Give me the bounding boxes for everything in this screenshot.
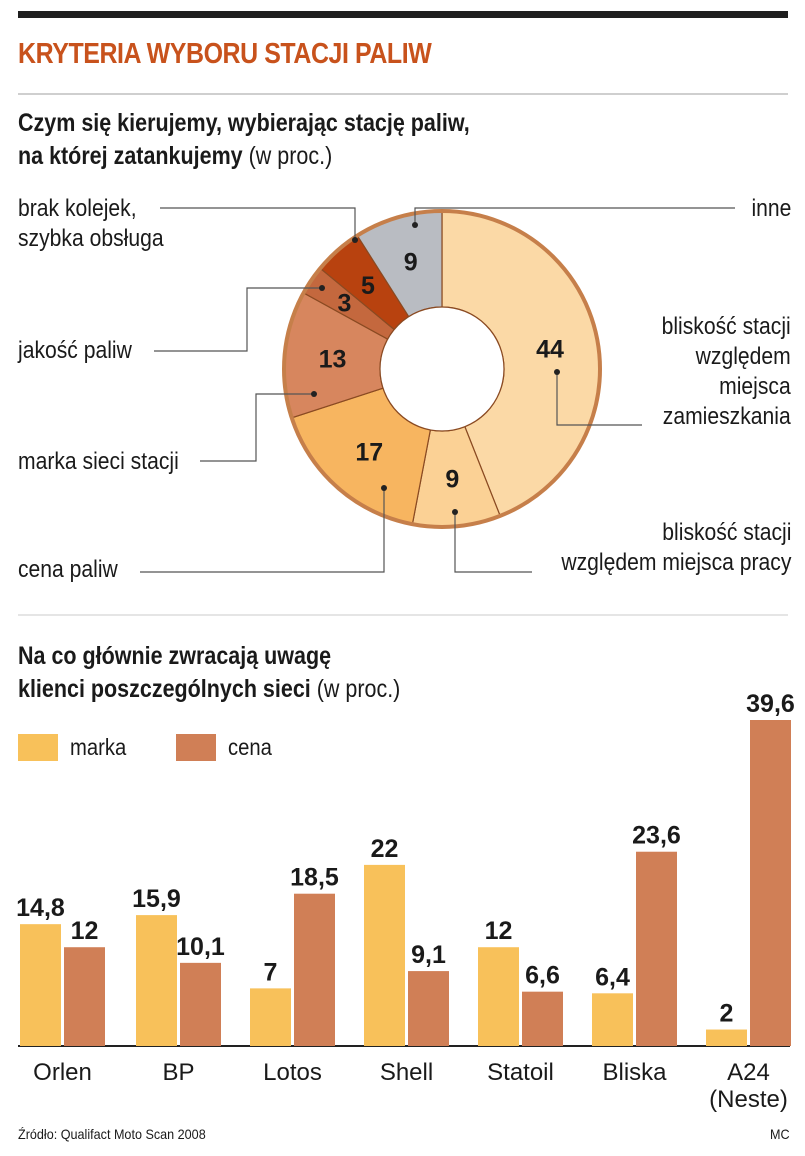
bar-value-label: 15,9 <box>132 885 181 913</box>
top-rule <box>18 11 788 18</box>
bar-cena <box>180 962 221 1046</box>
bar-value-label: 6,4 <box>595 963 630 991</box>
bar-cena <box>522 991 563 1046</box>
bar-cena <box>64 947 105 1046</box>
leader-line <box>454 512 532 573</box>
donut-subtitle: Czym się kierujemy, wybierając stację pa… <box>18 107 470 173</box>
donut-value-label: 3 <box>337 290 351 318</box>
donut-value-label: 44 <box>536 335 564 363</box>
title-divider <box>18 93 788 95</box>
leader-line <box>414 207 735 225</box>
donut-value-label: 9 <box>404 248 418 276</box>
category-label: BP <box>162 1059 194 1086</box>
donut-value-label: 13 <box>319 346 347 374</box>
legend-swatch-cena <box>176 734 216 761</box>
bar-marka <box>20 924 61 1046</box>
bars-unit: (w proc.) <box>316 675 401 703</box>
donut-value-label: 9 <box>445 466 459 494</box>
leader-dot <box>319 285 325 291</box>
legend-label-cena: cena <box>228 734 272 760</box>
leader-dot <box>381 485 387 491</box>
category-label: (Neste) <box>709 1086 788 1113</box>
donut-value-label: 5 <box>361 272 375 300</box>
donut-outer-ring <box>282 209 602 529</box>
bar-value-label: 9,1 <box>411 941 446 969</box>
category-label: Shell <box>380 1059 433 1086</box>
bar-value-label: 12 <box>485 917 513 945</box>
bar-value-label: 22 <box>371 835 399 863</box>
bar-value-label: 10,1 <box>176 933 225 961</box>
donut-label-praca: bliskość stacji względem miejsca pracy <box>560 519 791 576</box>
bar-chart: 14,812Orlen15,910,1BP718,5Lotos229,1Shel… <box>16 690 795 1113</box>
bar-value-label: 7 <box>264 958 278 986</box>
section-divider <box>18 614 788 616</box>
bar-marka <box>136 915 177 1046</box>
page-title: KRYTERIA WYBORU STACJI PALIW <box>18 38 432 70</box>
donut-label-inne: inne <box>751 195 791 222</box>
bars-subtitle: Na co głównie zwracają uwagę klienci pos… <box>18 640 400 706</box>
donut-hole <box>379 306 505 432</box>
bar-value-label: 6,6 <box>525 962 560 990</box>
category-label: Statoil <box>487 1059 554 1086</box>
leader-dot <box>554 369 560 375</box>
bar-marka <box>364 864 405 1046</box>
leader-line <box>556 372 642 426</box>
bar-cena <box>750 720 791 1046</box>
leader-dot <box>412 222 418 228</box>
source-note: Źródło: Qualifact Moto Scan 2008 <box>18 1126 206 1142</box>
category-label: Orlen <box>33 1059 92 1086</box>
donut-label-zamieszkania: bliskość stacji względem miejsca zamiesz… <box>661 313 791 430</box>
bar-cena <box>294 893 335 1046</box>
donut-label-jakosc: jakość paliw <box>18 337 132 364</box>
bar-value-label: 12 <box>71 917 99 945</box>
bar-value-label: 39,6 <box>746 690 795 718</box>
donut-label-brak-kolejek: brak kolejek, szybka obsługa <box>18 195 164 252</box>
bar-value-label: 14,8 <box>16 894 65 922</box>
bar-cena <box>636 851 677 1046</box>
donut-label-cena: cena paliw <box>18 556 118 583</box>
category-label: A24 <box>727 1059 770 1086</box>
bar-cena <box>408 971 449 1046</box>
leader-dot <box>311 391 317 397</box>
donut-label-marka-sieci: marka sieci stacji <box>18 448 179 475</box>
leader-dot <box>452 509 458 515</box>
leader-line <box>200 393 314 462</box>
legend-swatch-marka <box>18 734 58 761</box>
leader-line <box>154 287 322 352</box>
bar-marka <box>250 988 291 1046</box>
donut-value-label: 17 <box>355 439 383 467</box>
leader-dot <box>352 237 358 243</box>
bar-value-label: 2 <box>720 1000 734 1028</box>
donut-subtitle-line2: na której zatankujemy <box>18 142 243 170</box>
bars-subtitle-line2: klienci poszczególnych sieci <box>18 675 311 703</box>
leader-line <box>140 488 385 573</box>
leader-line <box>160 207 356 240</box>
category-label: Lotos <box>263 1059 322 1086</box>
donut-subtitle-line1: Czym się kierujemy, wybierając stację pa… <box>18 109 470 137</box>
bars-subtitle-line1: Na co głównie zwracają uwagę <box>18 642 332 670</box>
bar-value-label: 18,5 <box>290 864 339 892</box>
bar-marka <box>706 1029 747 1046</box>
bar-marka <box>592 993 633 1046</box>
legend-label-marka: marka <box>70 734 127 760</box>
donut-unit: (w proc.) <box>248 142 333 170</box>
bar-value-label: 23,6 <box>632 822 681 850</box>
bar-marka <box>478 947 519 1046</box>
category-label: Bliska <box>602 1059 667 1086</box>
donut-chart: 44 9 17 13 35 9 <box>140 207 735 573</box>
author-credit: MC <box>770 1126 790 1142</box>
